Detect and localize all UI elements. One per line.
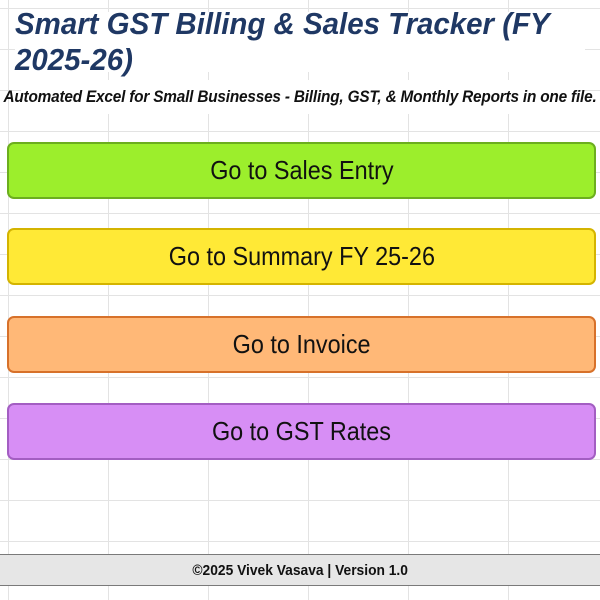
gst-rates-button-label: Go to GST Rates [211,416,392,446]
go-to-invoice-button[interactable]: Go to Invoice [7,316,596,373]
page-title: Smart GST Billing & Sales Tracker (FY 20… [15,6,585,77]
page-subtitle: Automated Excel for Small Businesses - B… [3,80,597,114]
summary-button-label: Go to Summary FY 25-26 [168,241,435,271]
go-to-gst-rates-button[interactable]: Go to GST Rates [7,403,596,460]
footer-text: ©2025 Vivek Vasava | Version 1.0 [192,561,408,579]
go-to-sales-entry-button[interactable]: Go to Sales Entry [7,142,596,199]
go-to-summary-button[interactable]: Go to Summary FY 25-26 [7,228,596,285]
footer-bar: ©2025 Vivek Vasava | Version 1.0 [0,554,600,586]
invoice-button-label: Go to Invoice [232,329,371,359]
sales-entry-button-label: Go to Sales Entry [209,155,394,185]
